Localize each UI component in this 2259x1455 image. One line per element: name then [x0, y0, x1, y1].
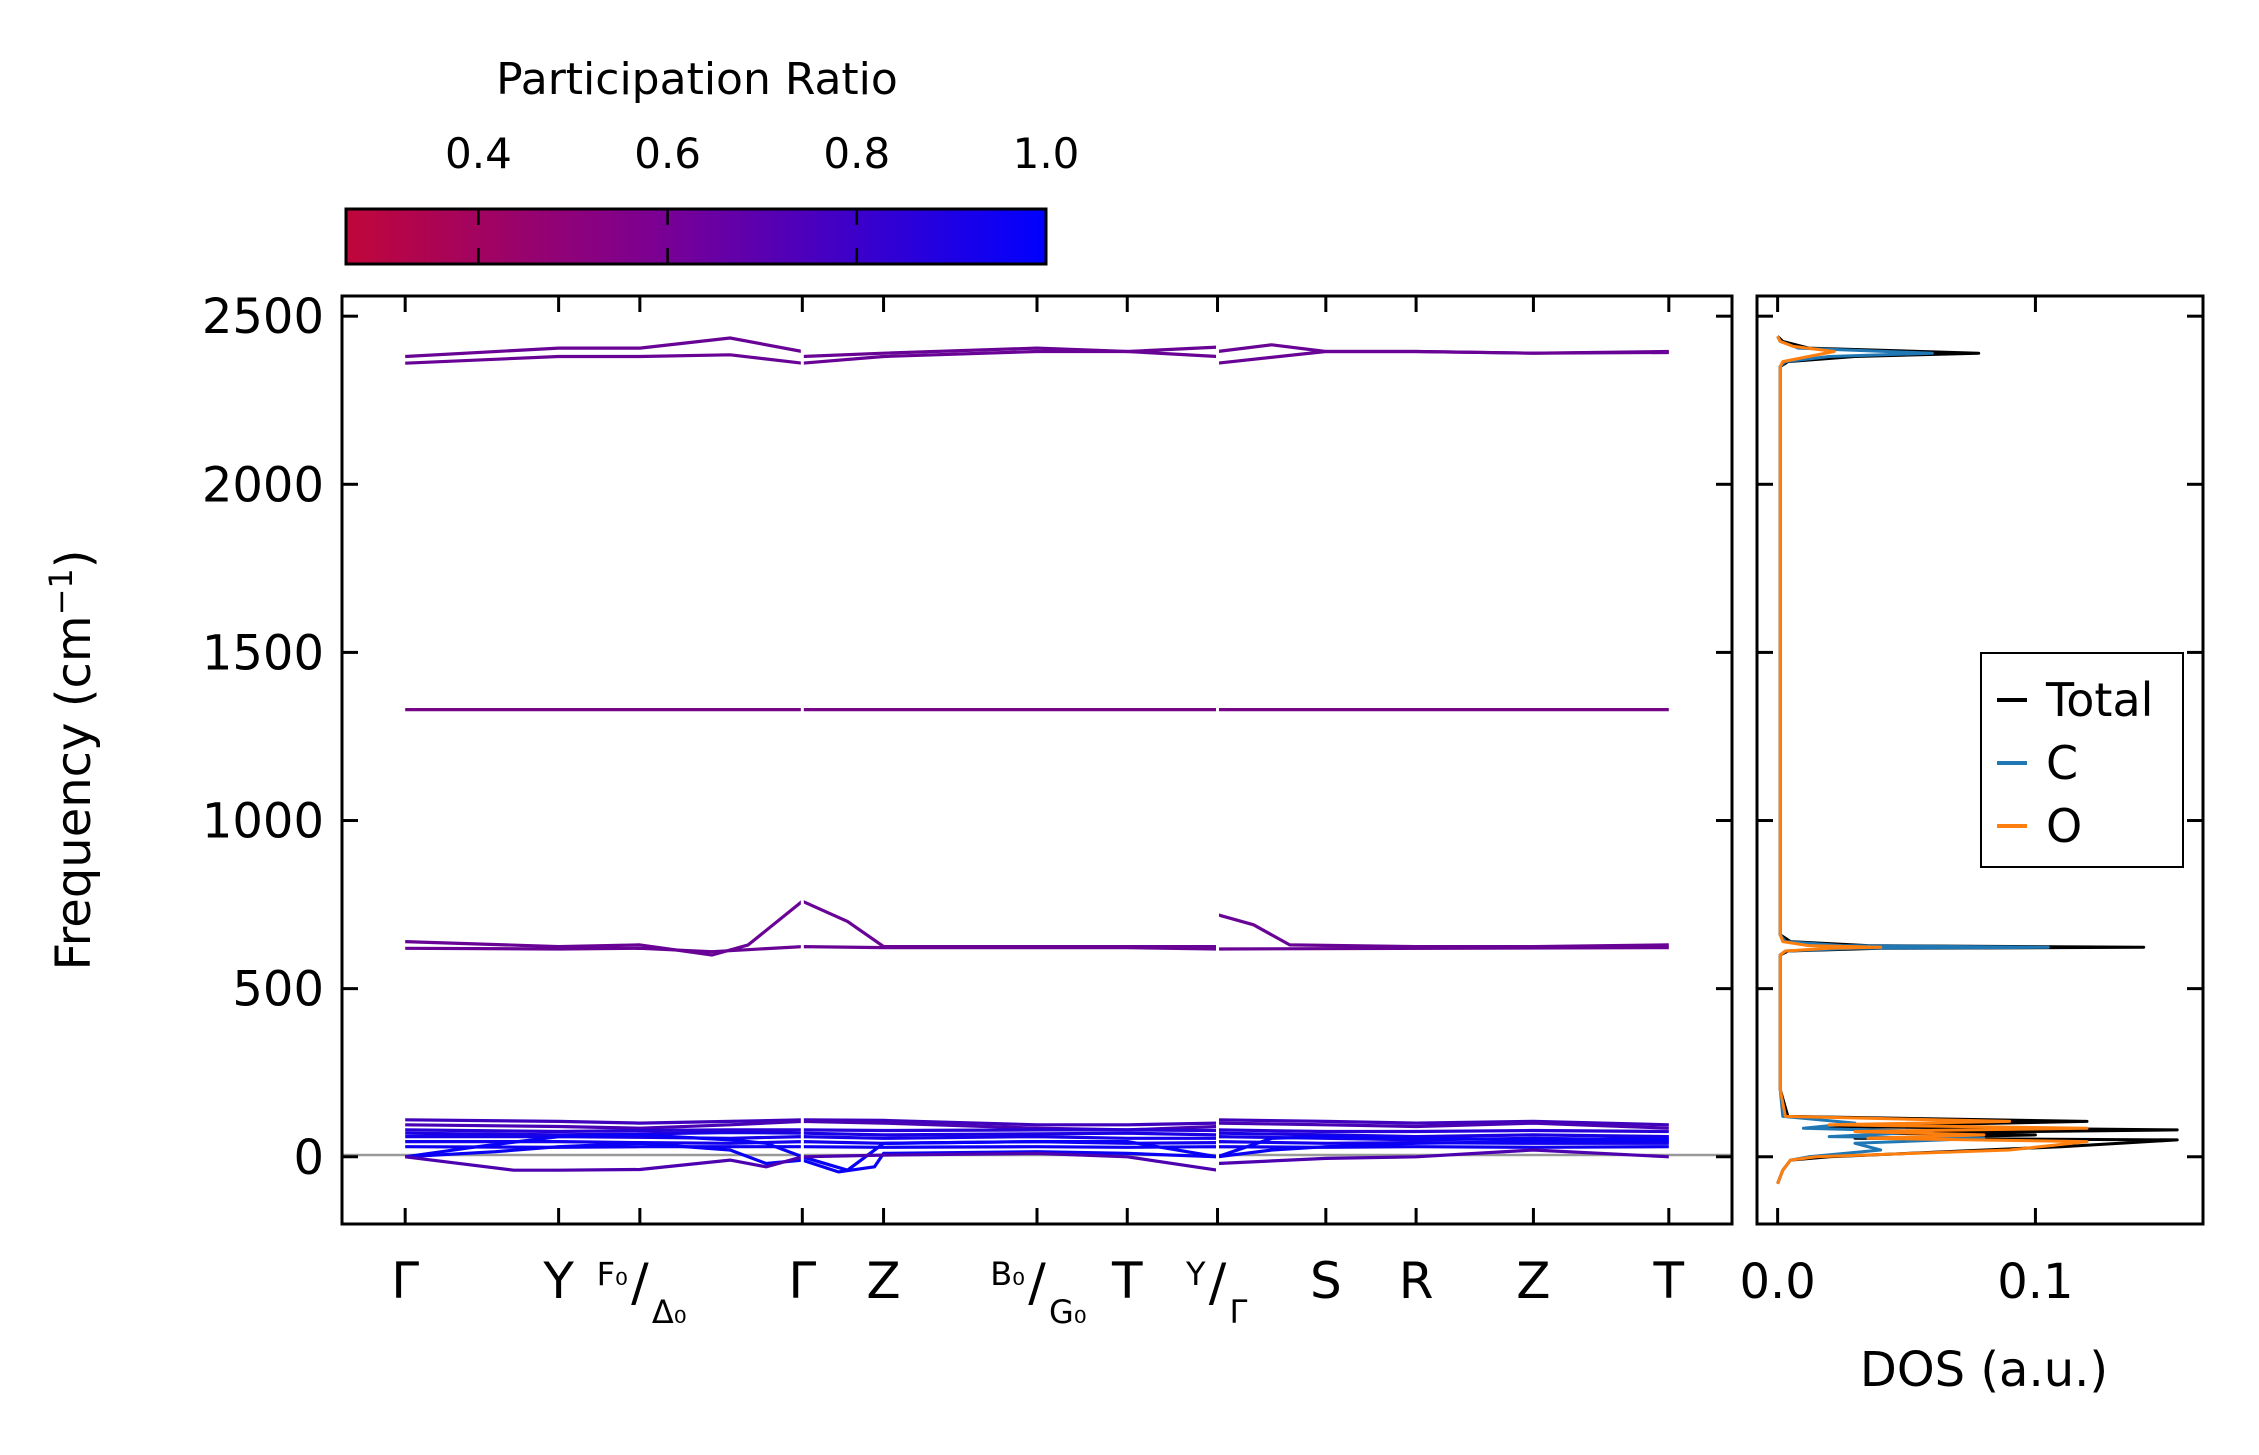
k-label: R: [1399, 1252, 1434, 1310]
k-label: T: [1653, 1252, 1685, 1310]
y-axis-label-end: ): [46, 549, 102, 568]
k-label-slash: /: [1028, 1253, 1046, 1313]
y-tick-label: 1000: [202, 794, 324, 850]
k-label: Y: [542, 1252, 574, 1310]
dos-axes: 0.0 0.1: [1739, 296, 2203, 1310]
band-line: [405, 945, 1669, 954]
legend-entries: Total CO: [1997, 673, 2153, 853]
dos-panel: 0.0 0.1 DOS (a.u.) Total CO: [1739, 294, 2205, 1398]
colorbar-gradient: [344, 207, 1048, 266]
legend-label: O: [2046, 799, 2082, 853]
k-label-split: Y / Γ: [1185, 1253, 1248, 1331]
dos-x-tick-label: 0.1: [1997, 1254, 2073, 1310]
k-label-sub: Γ: [1230, 1293, 1248, 1331]
colorbar-tick-label: 1.0: [1013, 129, 1080, 178]
dos-legend: Total CO: [1980, 652, 2184, 868]
legend-label: Total: [2045, 673, 2153, 727]
k-label-split: F₀ / Δ₀: [597, 1253, 687, 1331]
dos-panel-frame: [1755, 294, 2205, 1226]
k-label-slash: /: [631, 1253, 649, 1313]
band-line: [405, 899, 1669, 957]
band-line: [404, 1133, 1669, 1172]
legend-label: C: [2046, 736, 2078, 790]
band-line: [405, 336, 1669, 359]
y-axis-label-sup: −1: [42, 568, 80, 615]
dos-line-o: [1776, 335, 2089, 1185]
dos-lines: [1776, 335, 2179, 1185]
band-line: [405, 1128, 1669, 1134]
k-label: Z: [866, 1252, 900, 1310]
y-tick-label: 500: [232, 962, 324, 1018]
y-axis-label-base: Frequency (cm: [46, 615, 102, 970]
dos-x-tick-label: 0.0: [1739, 1254, 1815, 1310]
k-label-sup: F₀: [597, 1255, 628, 1293]
y-tick-label: 2000: [202, 457, 324, 513]
k-label-split: B₀ / G₀: [990, 1253, 1086, 1331]
legend-frame: [1980, 652, 2184, 868]
k-label-sup: Y: [1185, 1255, 1206, 1293]
band-lines: [404, 336, 1669, 1174]
k-label-sub: G₀: [1049, 1293, 1087, 1331]
k-label: T: [1111, 1252, 1143, 1310]
k-label: S: [1310, 1252, 1342, 1310]
y-tick-label: 1500: [202, 625, 324, 681]
colorbar: Participation Ratio 0.4 0.6 0.8 1.0: [344, 54, 1079, 266]
band-x-axis: Γ Y F₀ / Δ₀Γ Z B₀ / G₀T Y / ΓS R Z T: [391, 296, 1685, 1331]
k-label-sup: B₀: [990, 1255, 1025, 1293]
colorbar-tick-label: 0.4: [445, 129, 512, 178]
y-axis-label: Frequency (cm−1): [42, 549, 102, 970]
k-label: Γ: [391, 1252, 419, 1310]
colorbar-title: Participation Ratio: [496, 54, 898, 105]
y-tick-label: 0: [293, 1130, 324, 1186]
k-label-sub: Δ₀: [652, 1293, 687, 1331]
y-tick-label: 2500: [202, 289, 324, 345]
segment-breaks: [800, 298, 1220, 1222]
k-label: Z: [1516, 1252, 1550, 1310]
k-label: Γ: [788, 1252, 816, 1310]
colorbar-tick-label: 0.6: [634, 129, 701, 178]
colorbar-ticks: 0.4 0.6 0.8 1.0: [445, 129, 1079, 264]
dos-x-axis-label: DOS (a.u.): [1860, 1342, 2108, 1398]
colorbar-tick-label: 0.8: [823, 129, 890, 178]
band-panel-frame: [340, 294, 1734, 1226]
k-label-slash: /: [1209, 1253, 1227, 1313]
band-line: [405, 1148, 1669, 1172]
band-y-axis: 0 500 1000 1500 2000 2500: [202, 289, 1732, 1186]
